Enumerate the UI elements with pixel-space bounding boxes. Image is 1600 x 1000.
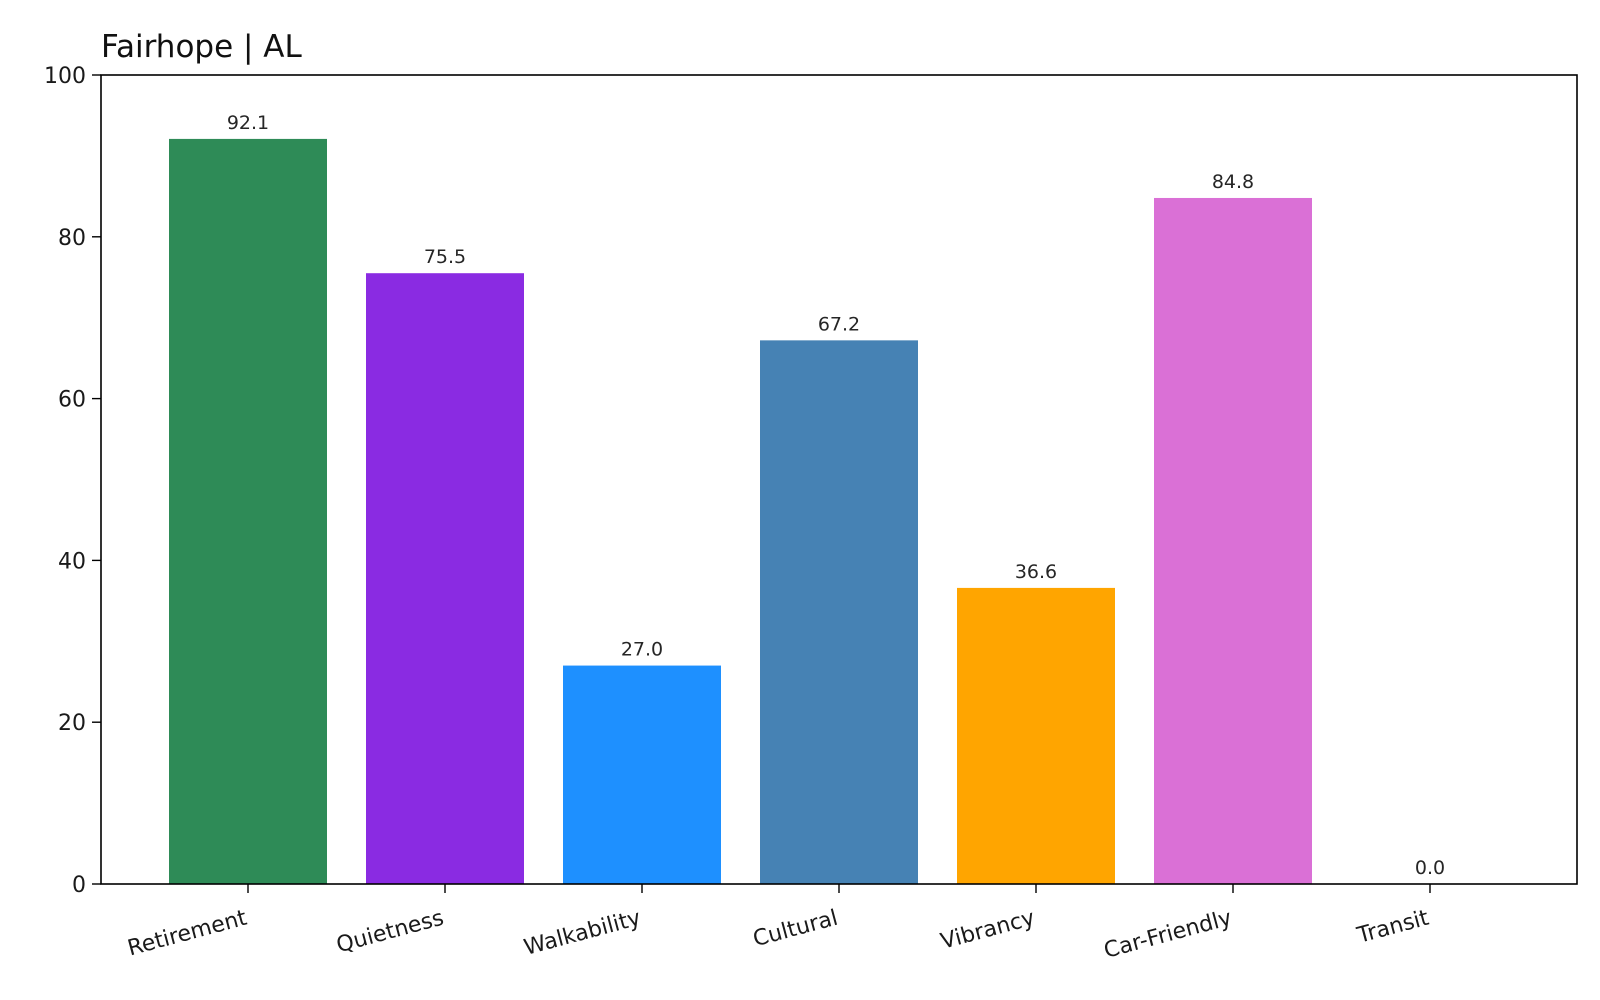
value-label-transit: 0.0 [1415,857,1445,879]
bar-car-friendly [1154,197,1312,884]
x-tick-label-retirement: Retirement [125,906,250,962]
value-label-vibrancy: 36.6 [1015,561,1057,583]
y-tick-label: 100 [44,64,86,89]
y-tick-label: 20 [58,711,86,736]
x-tick-label-car-friendly: Car-Friendly [1101,906,1234,964]
bars-layer [169,138,1312,885]
value-labels-layer: 92.1 75.5 27.0 67.2 36.6 84.8 0.0 [227,112,1445,879]
x-tick-label-walkability: Walkability [521,906,643,961]
bar-walkability [563,665,721,884]
bar-quietness [366,273,524,885]
value-label-retirement: 92.1 [227,112,269,134]
bar-vibrancy [957,587,1115,884]
value-label-walkability: 27.0 [621,639,663,661]
plot-frame [100,74,1578,885]
x-tick-label-cultural: Cultural [750,906,840,953]
bar-cultural [760,340,918,884]
y-tick-label: 80 [58,226,86,251]
y-axis: 0 20 40 60 80 100 [44,64,101,898]
x-axis: Retirement Quietness Walkability Cultural Vi… [125,884,1432,964]
chart-title: Fairhope | AL [101,29,303,65]
value-label-quietness: 75.5 [424,246,466,268]
x-tick-label-transit: Transit [1354,906,1432,949]
value-label-cultural: 67.2 [818,313,860,335]
value-label-car-friendly: 84.8 [1212,171,1254,193]
bar-retirement [169,138,327,884]
y-tick-label: 60 [58,388,86,413]
x-tick-label-quietness: Quietness [334,906,447,959]
y-tick-label: 40 [58,549,86,574]
y-tick-label: 0 [72,873,86,898]
x-tick-label-vibrancy: Vibrancy [938,906,1037,955]
